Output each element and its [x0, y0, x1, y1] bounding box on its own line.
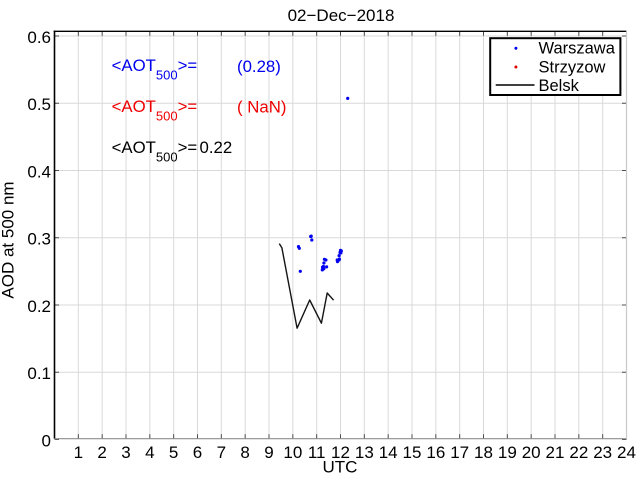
svg-text:0.2: 0.2 — [27, 297, 51, 316]
svg-text:6: 6 — [193, 443, 202, 462]
svg-text:20: 20 — [522, 443, 541, 462]
svg-text:( NaN): ( NaN) — [237, 97, 286, 116]
svg-text:4: 4 — [145, 443, 154, 462]
svg-text:0.4: 0.4 — [27, 162, 51, 181]
svg-text:0.6: 0.6 — [27, 28, 51, 47]
svg-text:0.5: 0.5 — [27, 95, 51, 114]
svg-text:Warszawa: Warszawa — [539, 40, 616, 58]
svg-text:1: 1 — [74, 443, 83, 462]
svg-text:UTC: UTC — [323, 458, 358, 477]
svg-text:17: 17 — [450, 443, 469, 462]
svg-text:21: 21 — [546, 443, 565, 462]
svg-text:AOD at 500 nm: AOD at 500 nm — [0, 181, 18, 298]
svg-text:10: 10 — [283, 443, 302, 462]
svg-text:02−Dec−2018: 02−Dec−2018 — [288, 6, 395, 25]
svg-text:0.22: 0.22 — [200, 138, 233, 157]
svg-text:(0.28): (0.28) — [237, 57, 281, 76]
svg-text:24: 24 — [617, 443, 636, 462]
svg-text:16: 16 — [426, 443, 445, 462]
svg-text:8: 8 — [240, 443, 249, 462]
svg-text:13: 13 — [355, 443, 374, 462]
svg-text:19: 19 — [498, 443, 517, 462]
svg-text:15: 15 — [403, 443, 422, 462]
svg-text:2: 2 — [97, 443, 106, 462]
svg-text:14: 14 — [379, 443, 398, 462]
svg-text:0.3: 0.3 — [27, 230, 51, 249]
svg-text:7: 7 — [217, 443, 226, 462]
svg-text:23: 23 — [593, 443, 612, 462]
svg-text:0.1: 0.1 — [27, 364, 51, 383]
svg-text:12: 12 — [331, 443, 350, 462]
svg-text:0: 0 — [42, 431, 51, 450]
svg-text:22: 22 — [569, 443, 588, 462]
svg-text:Strzyzow: Strzyzow — [539, 58, 606, 76]
svg-text:11: 11 — [308, 443, 326, 462]
svg-text:18: 18 — [474, 443, 493, 462]
svg-text:5: 5 — [169, 443, 178, 462]
svg-text:Belsk: Belsk — [539, 77, 580, 95]
svg-text:3: 3 — [121, 443, 130, 462]
svg-text:9: 9 — [264, 443, 273, 462]
